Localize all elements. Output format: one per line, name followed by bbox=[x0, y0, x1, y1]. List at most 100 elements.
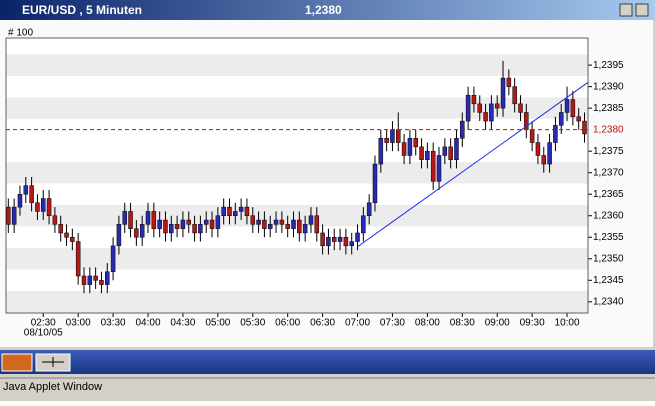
candle-body bbox=[203, 219, 209, 225]
candle-body bbox=[419, 146, 424, 161]
x-tick-label: 07:00 bbox=[345, 318, 370, 329]
candle-body bbox=[442, 146, 448, 156]
y-tick-label: 1,2355 bbox=[593, 232, 624, 243]
candle-body bbox=[331, 237, 337, 242]
candle-body bbox=[58, 224, 63, 234]
candle-body bbox=[413, 138, 418, 148]
candle-body bbox=[279, 219, 285, 225]
candle-body bbox=[302, 224, 308, 234]
candle-body bbox=[151, 211, 157, 229]
candle-body bbox=[99, 280, 104, 285]
x-tick-label: 03:30 bbox=[101, 318, 126, 329]
candle-body bbox=[401, 142, 407, 156]
status-text: Java Applet Window bbox=[3, 381, 102, 393]
y-tick-label: 1,2375 bbox=[593, 146, 624, 157]
candle-body bbox=[163, 219, 168, 234]
candle-body bbox=[558, 112, 564, 126]
x-tick-label: 07:30 bbox=[380, 318, 405, 329]
grid-band bbox=[6, 291, 588, 313]
candle-body bbox=[134, 228, 139, 238]
candle-body bbox=[145, 211, 151, 225]
candle-body bbox=[256, 219, 261, 225]
candle-body bbox=[227, 206, 232, 216]
x-tick-label: 05:00 bbox=[205, 318, 230, 329]
minimize-button[interactable] bbox=[619, 3, 633, 17]
trendline bbox=[357, 81, 589, 248]
candle-body bbox=[244, 206, 250, 216]
x-tick-label: 05:30 bbox=[240, 318, 265, 329]
candle-body bbox=[500, 77, 506, 109]
candle-body bbox=[64, 232, 69, 238]
candle-body bbox=[81, 275, 87, 285]
close-button[interactable] bbox=[635, 3, 649, 17]
candle-body bbox=[128, 211, 133, 229]
candle-body bbox=[436, 155, 442, 182]
candle-body bbox=[483, 112, 488, 122]
candle-body bbox=[564, 99, 570, 113]
grid-band bbox=[6, 161, 588, 184]
candle-body bbox=[448, 146, 453, 161]
y-tick-label: 1,2385 bbox=[593, 103, 624, 114]
candle-body bbox=[366, 202, 372, 216]
candle-body bbox=[215, 215, 221, 229]
candle-body bbox=[273, 219, 279, 225]
y-tick-label: 1,2395 bbox=[593, 60, 624, 71]
candle-body bbox=[343, 237, 349, 247]
candle-body bbox=[407, 138, 413, 156]
candle-body bbox=[326, 237, 331, 247]
candle-body bbox=[291, 219, 296, 229]
candle-body bbox=[169, 224, 174, 234]
y-tick-label: 1,2345 bbox=[593, 275, 624, 286]
candle-body bbox=[46, 198, 52, 216]
candle-body bbox=[157, 219, 162, 229]
candle-body bbox=[267, 224, 273, 229]
candle-body bbox=[349, 241, 354, 247]
flag-button[interactable] bbox=[1, 353, 33, 372]
candle-body bbox=[221, 206, 226, 216]
candle-body bbox=[23, 185, 29, 195]
candle-body bbox=[471, 94, 477, 105]
x-tick-label: 08:00 bbox=[415, 318, 440, 329]
y-tick-label: 1,2365 bbox=[593, 189, 624, 200]
candle-body bbox=[35, 202, 40, 212]
candle-body bbox=[430, 150, 436, 182]
candle-body bbox=[233, 211, 238, 216]
candle-body bbox=[17, 193, 23, 208]
y-tick-label: 1,2390 bbox=[593, 81, 624, 92]
candle-body bbox=[297, 219, 302, 234]
candle-body bbox=[40, 198, 46, 212]
grid-band bbox=[6, 248, 588, 270]
candle-body bbox=[70, 237, 75, 242]
candle-body bbox=[529, 129, 535, 143]
candle-body bbox=[6, 206, 11, 225]
toolbar bbox=[0, 350, 655, 374]
candle-body bbox=[582, 120, 587, 135]
candle-body bbox=[209, 219, 215, 229]
grid-band bbox=[6, 54, 588, 76]
candle-body bbox=[489, 103, 494, 122]
candle-body bbox=[494, 103, 500, 109]
bar-count: # 100 bbox=[8, 28, 33, 39]
candle-body bbox=[576, 116, 581, 122]
candle-body bbox=[425, 150, 430, 161]
x-tick-label: 09:30 bbox=[520, 318, 545, 329]
candle-body bbox=[110, 245, 116, 272]
candle-body bbox=[361, 215, 366, 234]
plot-border bbox=[5, 37, 589, 314]
y-tick-label: 1,2360 bbox=[593, 210, 624, 221]
x-tick-label: 08:30 bbox=[450, 318, 475, 329]
candle-body bbox=[553, 125, 558, 143]
date-label: 08/10/05 bbox=[24, 328, 63, 339]
grid-band bbox=[6, 204, 588, 227]
candle-body bbox=[570, 99, 576, 118]
candle-body bbox=[139, 224, 145, 238]
candle-body bbox=[518, 103, 523, 113]
plot: 1,2340 1,2345 1,2350 1,2355 1,2360 1,2365 1,23… bbox=[5, 37, 624, 339]
x-tick-label: 06:00 bbox=[275, 318, 300, 329]
x-tick-label: 04:30 bbox=[170, 318, 195, 329]
x-tick-label: 10:00 bbox=[555, 318, 580, 329]
candle-body bbox=[454, 138, 459, 161]
candle-body bbox=[535, 142, 541, 156]
candle-body bbox=[390, 129, 395, 143]
